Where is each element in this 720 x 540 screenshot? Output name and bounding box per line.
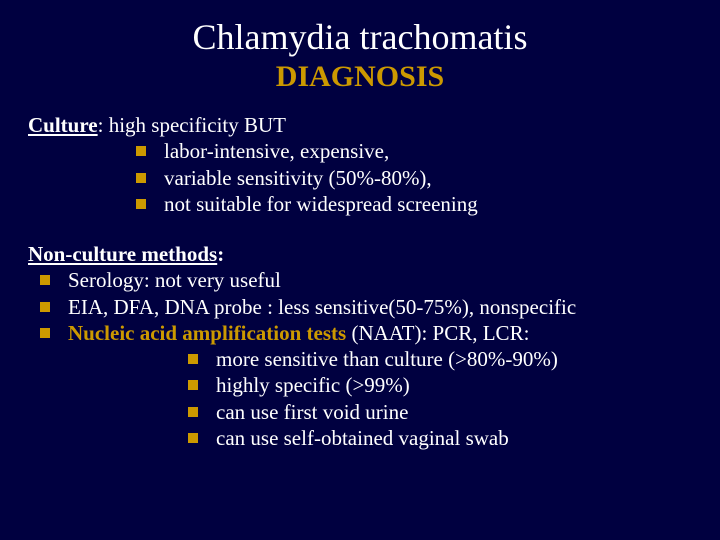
culture-item-1: labor-intensive, expensive, [28, 138, 692, 164]
square-bullet-icon [40, 275, 50, 285]
slide-subtitle: DIAGNOSIS [28, 60, 692, 94]
square-bullet-icon [188, 354, 198, 364]
square-bullet-icon [40, 328, 50, 338]
nonculture-naat: Nucleic acid amplification tests (NAAT):… [28, 320, 692, 346]
naat-lead: Nucleic acid amplification tests [68, 321, 346, 345]
naat-sub-3: can use first void urine [28, 399, 692, 425]
nonculture-item-1: Serology: not very useful [28, 267, 692, 293]
naat-sub-2-text: highly specific (>99%) [216, 372, 410, 398]
square-bullet-icon [188, 433, 198, 443]
square-bullet-icon [136, 173, 146, 183]
nonculture-lead: Non-culture methods [28, 242, 217, 266]
naat-rest: (NAAT): PCR, LCR: [346, 321, 529, 345]
slide: Chlamydia trachomatis DIAGNOSIS Culture:… [0, 0, 720, 540]
culture-item-1-text: labor-intensive, expensive, [164, 138, 389, 164]
square-bullet-icon [136, 199, 146, 209]
culture-item-3: not suitable for widespread screening [28, 191, 692, 217]
square-bullet-icon [188, 380, 198, 390]
nonculture-item-2: EIA, DFA, DNA probe : less sensitive(50-… [28, 294, 692, 320]
culture-item-2: variable sensitivity (50%-80%), [28, 165, 692, 191]
nonculture-item-2-text: EIA, DFA, DNA probe : less sensitive(50-… [68, 294, 576, 320]
square-bullet-icon [188, 407, 198, 417]
naat-sub-4: can use self-obtained vaginal swab [28, 425, 692, 451]
naat-sub-1: more sensitive than culture (>80%-90%) [28, 346, 692, 372]
culture-item-3-text: not suitable for widespread screening [164, 191, 478, 217]
slide-title: Chlamydia trachomatis [28, 16, 692, 58]
nonculture-item-1-text: Serology: not very useful [68, 267, 281, 293]
naat-sub-4-text: can use self-obtained vaginal swab [216, 425, 509, 451]
culture-lead: Culture [28, 113, 98, 137]
nonculture-naat-text: Nucleic acid amplification tests (NAAT):… [68, 320, 529, 346]
culture-rest: : high specificity BUT [98, 113, 286, 137]
culture-heading: Culture: high specificity BUT [28, 112, 692, 138]
naat-sub-1-text: more sensitive than culture (>80%-90%) [216, 346, 558, 372]
square-bullet-icon [40, 302, 50, 312]
nonculture-heading: Non-culture methods: [28, 241, 692, 267]
square-bullet-icon [136, 146, 146, 156]
culture-item-2-text: variable sensitivity (50%-80%), [164, 165, 432, 191]
naat-sub-2: highly specific (>99%) [28, 372, 692, 398]
nonculture-rest: : [217, 242, 224, 266]
slide-body: Culture: high specificity BUT labor-inte… [28, 112, 692, 451]
naat-sub-3-text: can use first void urine [216, 399, 408, 425]
